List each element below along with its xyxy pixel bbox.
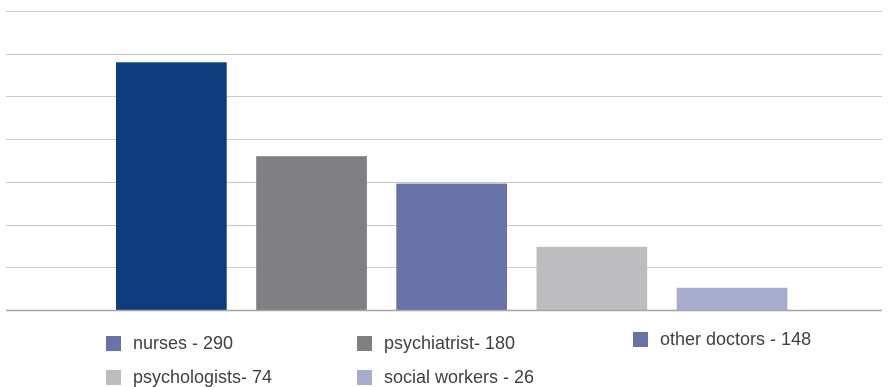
legend-label: psychologists- 74 <box>133 367 273 387</box>
bar-social-workers <box>676 287 788 310</box>
bar-nurses <box>116 62 227 310</box>
legend-item-nurses: nurses - 290 <box>106 333 233 353</box>
bar-psychiatrist <box>256 156 367 310</box>
legend-swatch <box>106 369 121 385</box>
legend-swatch <box>357 335 372 351</box>
legend-label: psychiatrist- 180 <box>384 333 516 353</box>
legend-swatch <box>633 331 648 347</box>
legend-item-social-workers: social workers - 26 <box>357 367 534 387</box>
legend-item-psychologists: psychologists- 74 <box>106 367 272 387</box>
bars <box>116 62 788 310</box>
legend-item-other-doctors: other doctors - 148 <box>633 329 811 349</box>
legend-swatch <box>106 335 121 351</box>
bar-psychologists <box>536 246 648 310</box>
legend-label: other doctors - 148 <box>660 329 812 349</box>
legend-label: social workers - 26 <box>384 367 535 387</box>
legend-label: nurses - 290 <box>133 333 234 353</box>
bar-other-doctors <box>396 183 507 310</box>
legend-swatch <box>357 369 372 385</box>
legend-item-psychiatrist: psychiatrist- 180 <box>357 333 515 353</box>
